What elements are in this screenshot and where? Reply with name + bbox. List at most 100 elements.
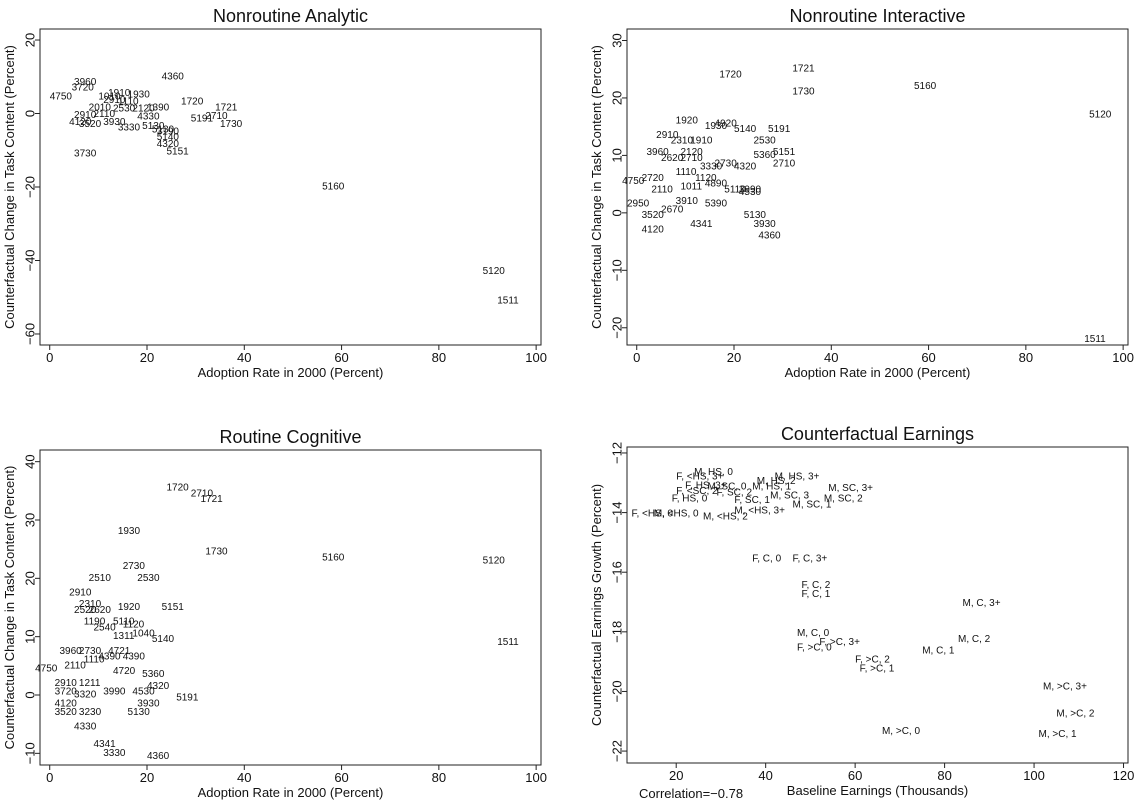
data-point-label: 5160: [322, 182, 345, 193]
data-point-label: 3990: [103, 687, 126, 698]
y-tick-label: 20: [23, 33, 38, 47]
data-point-label: 2530: [113, 104, 136, 115]
data-point-label: 4750: [50, 91, 73, 102]
data-point-label: 1110: [118, 96, 139, 107]
x-tick-label: 60: [848, 768, 862, 783]
data-point-label: 2910: [74, 110, 97, 121]
data-point-label: 5120: [483, 266, 506, 277]
data-point-label: M, C, 0: [797, 628, 830, 639]
data-point-label: 1730: [220, 119, 243, 130]
y-axis-label: Counterfactual Change in Task Content (P…: [2, 45, 17, 329]
data-point-label: 3930: [103, 117, 126, 128]
y-tick-label: −14: [610, 502, 625, 524]
data-point-label: 3520: [642, 210, 665, 221]
data-point-label: 3230: [79, 707, 102, 718]
y-axis-label: Counterfactual Change in Task Content (P…: [2, 466, 17, 750]
data-point-label: M, SC, 2: [824, 494, 863, 505]
y-tick-label: 0: [23, 110, 38, 117]
x-tick-label: 20: [140, 350, 154, 365]
data-point-label: 1511: [497, 637, 519, 648]
data-point-label: M, <HS, 0: [654, 509, 699, 520]
data-point-label: 4360: [162, 71, 185, 82]
data-point-label: 1930: [705, 121, 728, 132]
x-axis-label: Baseline Earnings (Thousands): [787, 783, 968, 798]
data-point-label: 4750: [622, 176, 645, 187]
data-point-label: 5130: [152, 125, 175, 136]
y-tick-label: −10: [23, 742, 38, 764]
x-tick-label: 80: [937, 768, 951, 783]
data-point-label: 2730: [123, 561, 146, 572]
data-point-label: 2910: [55, 678, 78, 689]
y-tick-label: 40: [23, 454, 38, 468]
data-point-label: 5130: [128, 707, 151, 718]
x-tick-label: 80: [432, 770, 446, 785]
data-point-label: 5130: [744, 210, 767, 221]
x-tick-label: 40: [237, 770, 251, 785]
data-point-label: 1110: [676, 167, 697, 178]
data-point-label: M, HS, 1: [752, 482, 791, 493]
data-point-label: 4330: [137, 112, 160, 123]
data-point-label: 2530: [753, 136, 776, 147]
data-point-label: 4390: [98, 652, 121, 663]
x-tick-label: 100: [1023, 768, 1045, 783]
data-point-label: M, HS, 3+: [775, 471, 820, 482]
data-point-label: 5120: [1089, 110, 1112, 121]
y-tick-label: 20: [23, 571, 38, 585]
data-point-label: 1720: [719, 69, 742, 80]
data-point-label: 1721: [215, 103, 238, 114]
data-point-label: 2310: [79, 599, 102, 610]
data-point-label: M, C, 2: [958, 634, 991, 645]
data-point-label: 5110: [113, 617, 135, 628]
data-point-label: 4120: [69, 117, 92, 128]
data-point-label: 2730: [79, 646, 102, 657]
data-point-label: 1390: [147, 103, 170, 114]
data-point-label: F, <SC, 2: [676, 486, 718, 497]
data-point-label: 2010: [89, 103, 112, 114]
data-point-label: 1311: [113, 631, 135, 642]
data-point-label: F, <HS, 3+: [676, 471, 723, 482]
y-tick-label: −18: [610, 621, 625, 643]
y-tick-label: 10: [610, 148, 625, 162]
data-point-label: 3330: [118, 123, 141, 134]
y-tick-label: 30: [23, 513, 38, 527]
data-point-label: 3720: [55, 687, 78, 698]
data-point-label: 2120: [132, 104, 155, 115]
data-point-label: 1190: [84, 617, 106, 628]
x-tick-label: 60: [334, 350, 348, 365]
data-point-label: 1011: [681, 182, 703, 193]
data-point-label: 2910: [656, 130, 679, 141]
x-tick-label: 40: [824, 350, 838, 365]
x-axis-label: Adoption Rate in 2000 (Percent): [785, 365, 971, 380]
y-axis-label: Counterfactual Change in Task Content (P…: [589, 45, 604, 329]
data-point-label: 1120: [123, 620, 145, 631]
data-point-label: 2530: [137, 573, 160, 584]
data-point-label: 1721: [201, 494, 224, 505]
data-point-label: 5191: [191, 114, 214, 125]
data-point-label: F, >C, 3+: [819, 637, 860, 648]
data-point-label: 3910: [676, 196, 699, 207]
chart-title: Routine Cognitive: [219, 427, 361, 447]
correlation-note: Correlation=−0.78: [639, 786, 743, 801]
data-point-label: M, HS, 0: [694, 467, 733, 478]
data-point-label: 2110: [64, 660, 86, 671]
plot-frame: [626, 28, 1129, 346]
data-point-label: 3720: [72, 82, 95, 93]
data-point-label: 1910: [108, 88, 131, 99]
y-tick-label: 30: [610, 33, 625, 47]
data-point-label: 4890: [705, 179, 728, 190]
data-point-label: 2110: [94, 109, 116, 120]
data-point-label: F, C, 2: [801, 580, 830, 591]
data-point-label: F, C, 1: [801, 589, 830, 600]
y-tick-label: 20: [610, 91, 625, 105]
data-point-label: 2910: [69, 587, 92, 598]
y-tick-label: 0: [23, 691, 38, 698]
data-point-label: 4360: [758, 230, 781, 241]
data-point-label: 2710: [773, 159, 796, 170]
data-point-label: 1920: [118, 602, 141, 613]
data-point-label: 3960: [646, 147, 669, 158]
x-tick-label: 40: [237, 350, 251, 365]
plot-frame: [39, 449, 542, 766]
data-point-label: F, SC, 2: [716, 488, 752, 499]
y-tick-label: −16: [610, 561, 625, 583]
